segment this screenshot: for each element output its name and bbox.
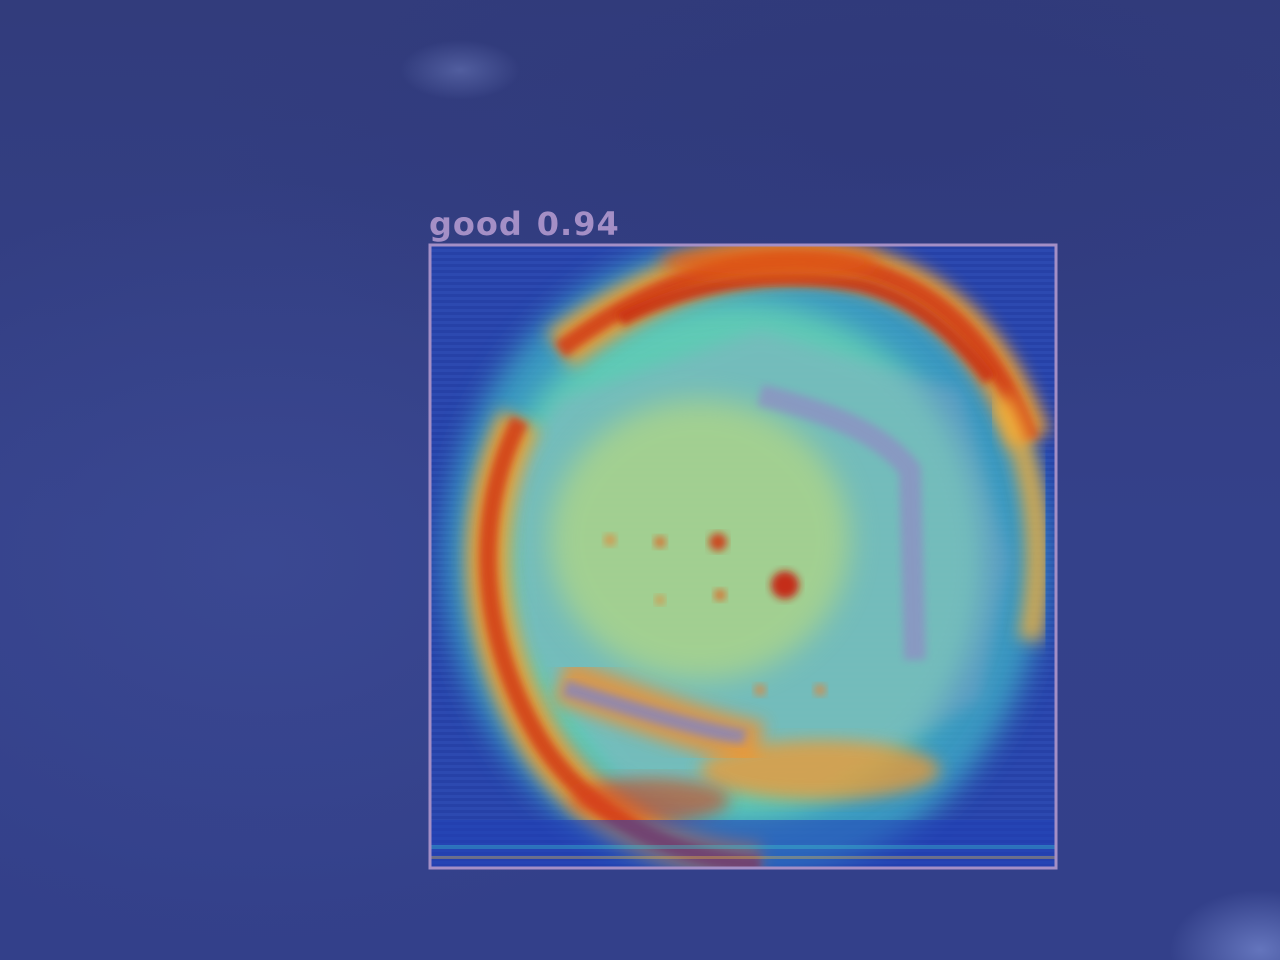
detection-box (428, 243, 1058, 870)
heatmap-region (430, 245, 1056, 868)
detection-class: good (429, 205, 523, 243)
detection-confidence: 0.94 (536, 205, 620, 243)
detection-label: good 0.94 (429, 204, 620, 244)
